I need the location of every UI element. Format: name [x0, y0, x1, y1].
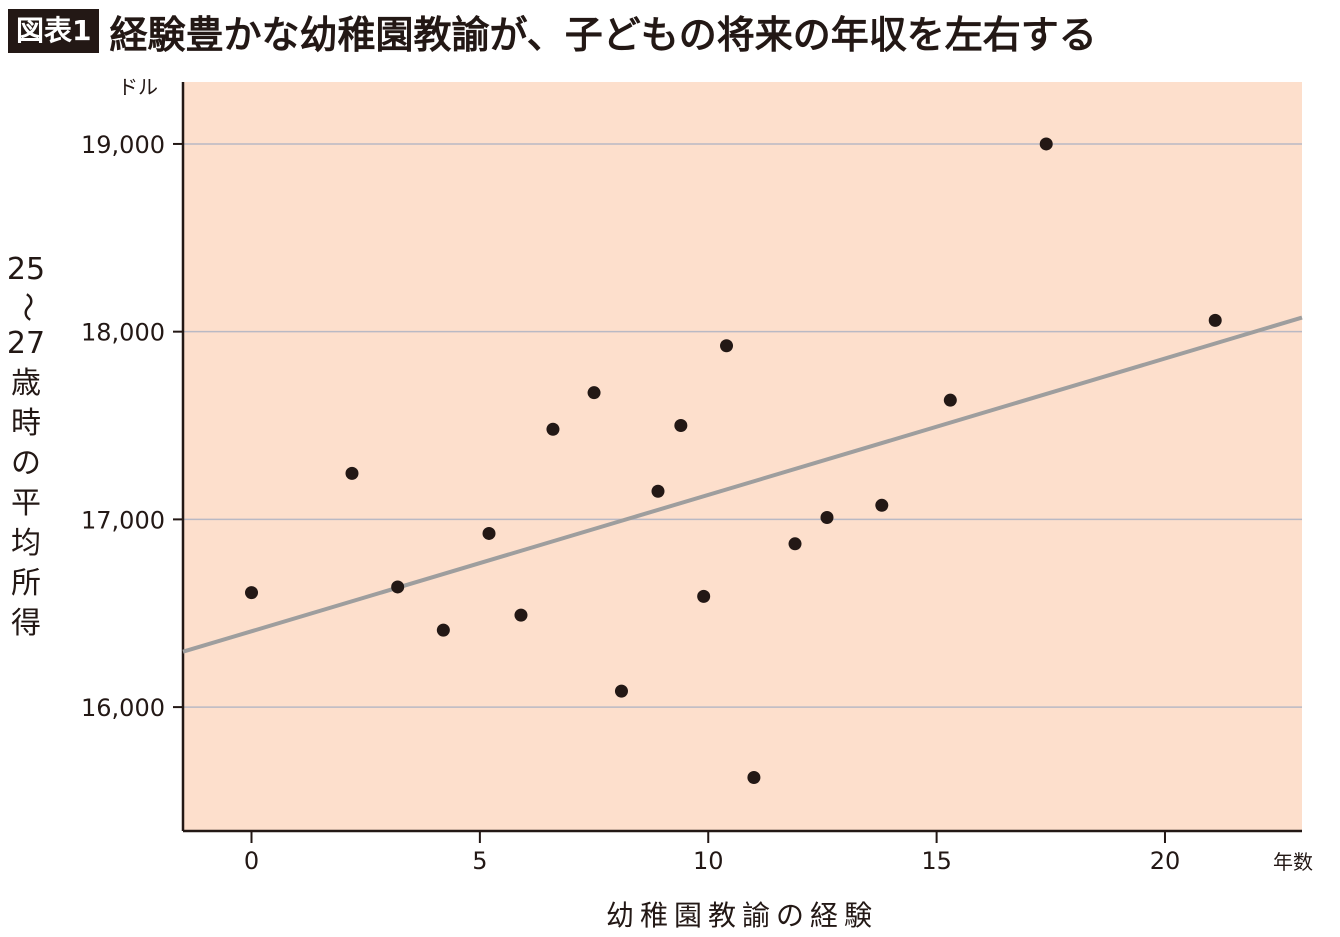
- x-tick-label: 20: [1150, 847, 1181, 875]
- data-point: [546, 422, 560, 436]
- x-tick-label: 0: [244, 847, 259, 875]
- data-point: [514, 608, 528, 622]
- y-tick-label: 17,000: [81, 506, 165, 534]
- chart-header: 図表1 経験豊かな幼稚園教諭が、子どもの将来の年収を左右する: [8, 6, 1097, 57]
- chart-title: 経験豊かな幼稚園教諭が、子どもの将来の年収を左右する: [109, 12, 1097, 57]
- data-point: [747, 771, 761, 784]
- y-tick-label: 19,000: [81, 131, 165, 159]
- data-points: [245, 137, 1222, 784]
- data-point: [943, 393, 957, 407]
- x-axis-label: 幼稚園教諭の経験: [606, 899, 878, 932]
- data-point: [436, 623, 450, 637]
- y-axis-label-char: の: [11, 446, 41, 481]
- data-point: [587, 386, 601, 400]
- trend-line: [182, 315, 1303, 654]
- data-point: [820, 511, 834, 525]
- data-point: [875, 498, 889, 512]
- y-axis-label: 25 〜 27 歳時の平均所得: [4, 250, 48, 644]
- data-point: [697, 589, 711, 603]
- y-axis-label-char: 得: [11, 606, 41, 641]
- x-tick-label: 15: [921, 847, 952, 875]
- data-point: [245, 586, 259, 600]
- data-point: [720, 339, 734, 353]
- data-point: [651, 484, 665, 498]
- data-point: [1039, 137, 1053, 151]
- y-ticks: 16,000 17,000 18,000 19,000: [81, 131, 183, 722]
- data-point: [391, 580, 405, 594]
- y-axis-label-char: 均: [11, 526, 41, 561]
- y-axis-label-char: 27: [6, 326, 46, 361]
- y-axis-label-char: 時: [11, 406, 41, 441]
- x-tick-label: 10: [693, 847, 724, 875]
- trend-line-group: [182, 315, 1303, 654]
- data-point: [1208, 313, 1222, 327]
- data-point: [482, 526, 496, 540]
- y-axis-label-char: 所: [11, 566, 41, 601]
- data-point: [614, 684, 628, 698]
- data-point: [345, 466, 359, 480]
- x-ticks: 0 5 10 15 20: [244, 831, 1180, 875]
- x-unit-label: 年数: [1273, 850, 1313, 874]
- gridlines: [183, 143, 1302, 708]
- x-tick-label: 5: [472, 847, 487, 875]
- y-axis-label-char: 平: [11, 486, 41, 521]
- y-axis-label-char: 歳: [11, 366, 41, 401]
- y-unit-label: ドル: [118, 75, 158, 99]
- plot-background: [183, 82, 1302, 831]
- figure-badge: 図表1: [8, 9, 100, 53]
- data-point: [674, 419, 688, 433]
- data-point: [788, 537, 802, 551]
- y-tick-label: 16,000: [81, 694, 165, 722]
- y-axis-label-char: 25: [6, 252, 46, 287]
- y-tick-label: 18,000: [81, 319, 165, 347]
